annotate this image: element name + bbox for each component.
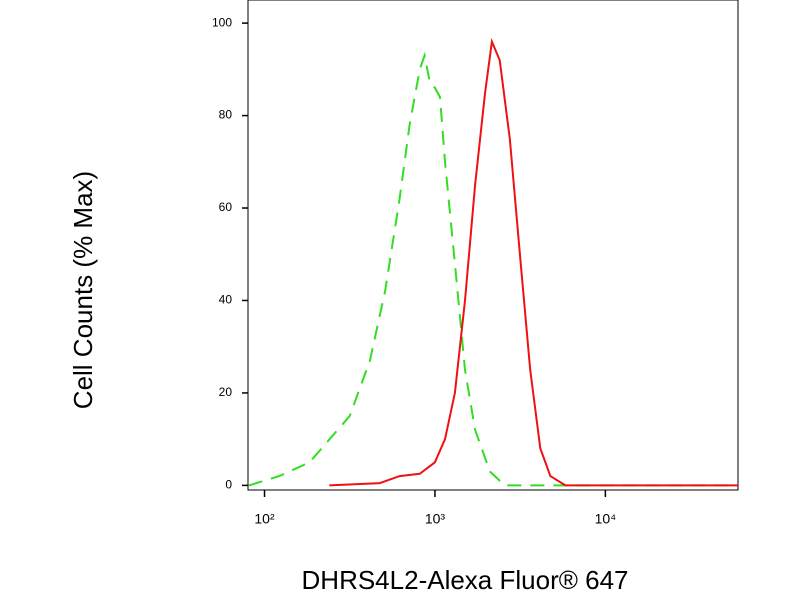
y-tick-label: 40 [219,293,233,307]
x-tick-label: 10² [254,511,275,527]
y-tick-label: 0 [225,478,232,492]
x-axis-title: DHRS4L2-Alexa Fluor® 647 [302,565,629,595]
series-line [248,51,738,487]
x-tick-label: 10³ [425,511,446,527]
y-tick-label: 80 [219,108,233,122]
y-tick-label: 60 [219,200,233,214]
series-line [329,37,738,487]
y-tick-label: 20 [219,385,233,399]
y-tick-label: 100 [212,15,232,29]
y-axis-title: Cell Counts (% Max) [68,171,98,409]
x-tick-label: 10⁴ [595,511,617,527]
plot-frame [247,0,739,491]
